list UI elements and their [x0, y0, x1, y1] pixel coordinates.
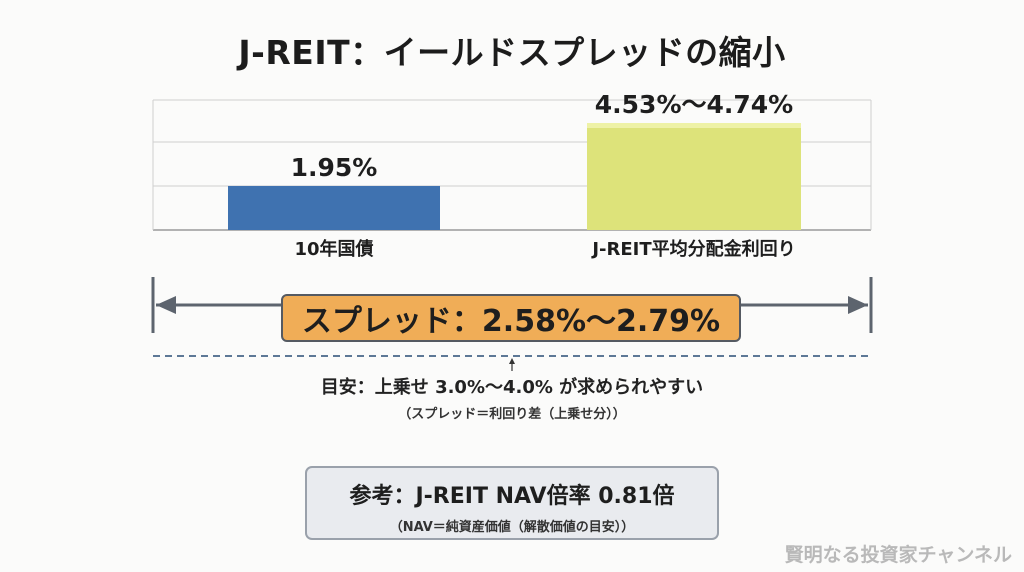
spread-box: スプレッド：2.58%〜2.79%: [281, 294, 741, 342]
reference-title: 参考：J-REIT NAV倍率 0.81倍: [349, 484, 675, 509]
category-label: 10年国債: [294, 238, 373, 260]
target-note: 目安：上乗せ 3.0%〜4.0% が求められやすい: [320, 377, 704, 398]
up-arrow-icon: [509, 358, 515, 371]
bar-10y-bond: [228, 185, 440, 230]
reference-note: （NAV＝純資産価値（解散価値の目安））: [389, 520, 635, 535]
bar-jreit-yield-low: [587, 127, 801, 230]
data-label: 1.95%: [291, 153, 378, 182]
chart-labels: 1.95% 4.53%〜4.74% 10年国債 J-REIT平均分配金利回り: [291, 90, 796, 260]
chart-title: J-REIT：イールドスプレッドの縮小: [238, 33, 786, 72]
bar-jreit-yield-range: [587, 123, 801, 128]
bracket-right-arrow: [848, 296, 868, 314]
chart-bars: [228, 123, 801, 230]
reference-box: 参考：J-REIT NAV倍率 0.81倍 （NAV＝純資産価値（解散価値の目安…: [305, 466, 719, 540]
data-label: 4.53%〜4.74%: [595, 90, 793, 119]
spread-label: スプレッド：2.58%〜2.79%: [301, 304, 721, 339]
channel-watermark: 賢明なる投資家チャンネル: [784, 544, 1012, 566]
category-label: J-REIT平均分配金利回り: [590, 238, 795, 260]
bracket-left-arrow: [156, 296, 176, 314]
target-note-sub: （スプレッド＝利回り差（上乗せ分））: [398, 407, 626, 422]
